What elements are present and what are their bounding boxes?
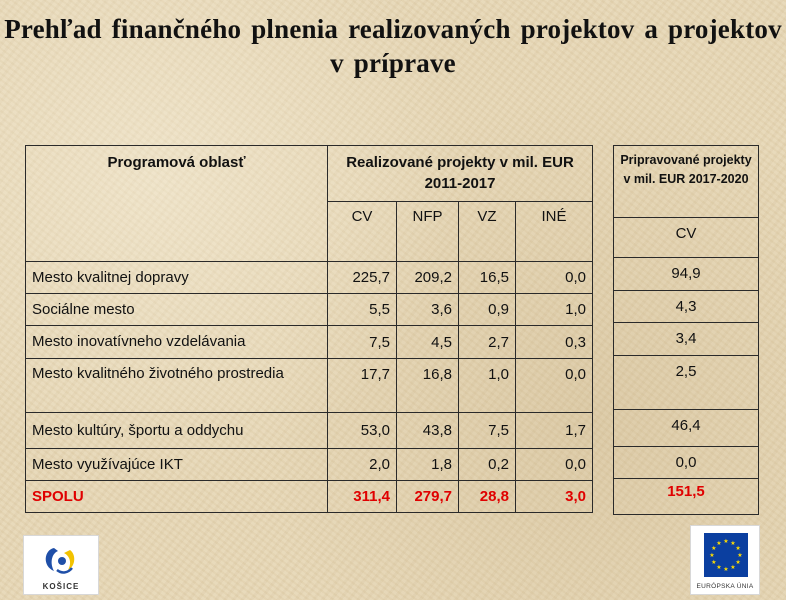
table-row: Mesto kvalitnej dopravy 225,7 209,2 16,5… bbox=[25, 261, 594, 294]
total-label: SPOLU bbox=[25, 480, 328, 513]
row-label: Mesto kvalitnej dopravy bbox=[25, 261, 328, 294]
row-label: Mesto inovatívneho vzdelávania bbox=[25, 325, 328, 359]
cell-vz: 16,5 bbox=[458, 261, 516, 294]
prep-cell-cv: 4,3 bbox=[613, 290, 759, 323]
prep-cell-cv: 94,9 bbox=[613, 257, 759, 291]
cell-ine: 0,0 bbox=[514, 358, 594, 413]
prep-cell-cv: 46,4 bbox=[613, 409, 759, 447]
prep-total: 151,5 bbox=[613, 478, 759, 515]
cell-cv: 17,7 bbox=[327, 358, 397, 413]
header-programme-area: Programová oblasť bbox=[25, 145, 328, 262]
eu-star-icon: ★ bbox=[709, 552, 714, 559]
cell-nfp: 43,8 bbox=[396, 412, 459, 449]
cell-nfp: 209,2 bbox=[396, 261, 459, 294]
kosice-emblem-icon bbox=[45, 548, 75, 574]
cell-cv: 7,5 bbox=[327, 325, 397, 359]
eu-star-icon: ★ bbox=[711, 559, 716, 566]
cell-ine: 1,0 bbox=[514, 293, 594, 326]
cell-vz: 7,5 bbox=[458, 412, 516, 449]
cell-nfp: 1,8 bbox=[396, 448, 459, 481]
cell-nfp: 3,6 bbox=[396, 293, 459, 326]
cell-cv: 5,5 bbox=[327, 293, 397, 326]
subheader-nfp: NFP bbox=[396, 201, 459, 262]
table-row: Mesto inovatívneho vzdelávania 7,5 4,5 2… bbox=[25, 325, 594, 359]
cell-ine: 0,0 bbox=[514, 261, 594, 294]
eu-star-icon: ★ bbox=[716, 564, 721, 571]
kosice-logo: KOŠICE bbox=[23, 535, 99, 595]
kosice-label: KOŠICE bbox=[42, 582, 80, 591]
eu-star-icon: ★ bbox=[716, 540, 721, 547]
table-row: Sociálne mesto 5,5 3,6 0,9 1,0 bbox=[25, 293, 594, 326]
row-label: Mesto kvalitného životného prostredia bbox=[25, 358, 328, 413]
eu-star-icon: ★ bbox=[711, 545, 716, 552]
cell-vz: 0,9 bbox=[458, 293, 516, 326]
total-row: SPOLU 311,4 279,7 28,8 3,0 bbox=[25, 480, 594, 513]
cell-vz: 2,7 bbox=[458, 325, 516, 359]
eu-star-icon: ★ bbox=[735, 545, 740, 552]
eu-flag-icon: ★ ★ ★ ★ ★ ★ ★ ★ ★ ★ ★ ★ bbox=[704, 533, 748, 577]
cell-ine: 1,7 bbox=[514, 412, 594, 449]
eu-star-icon: ★ bbox=[730, 564, 735, 571]
subheader-ine: INÉ bbox=[514, 201, 594, 262]
cell-vz: 1,0 bbox=[458, 358, 516, 413]
prep-cell-cv: 2,5 bbox=[613, 355, 759, 410]
cell-cv: 225,7 bbox=[327, 261, 397, 294]
table-row: Mesto kultúry, športu a oddychu 53,0 43,… bbox=[25, 412, 594, 449]
total-cv: 311,4 bbox=[327, 480, 397, 513]
total-nfp: 279,7 bbox=[396, 480, 459, 513]
eu-star-icon: ★ bbox=[723, 566, 728, 573]
cell-cv: 53,0 bbox=[327, 412, 397, 449]
subheader-cv: CV bbox=[327, 201, 397, 262]
prep-cell-cv: 3,4 bbox=[613, 322, 759, 356]
cell-ine: 0,0 bbox=[514, 448, 594, 481]
eu-star-icon: ★ bbox=[735, 559, 740, 566]
prep-cell-cv: 0,0 bbox=[613, 446, 759, 479]
total-vz: 28,8 bbox=[458, 480, 516, 513]
financial-overview-table: Programová oblasť Realizované projekty v… bbox=[25, 145, 594, 513]
cell-ine: 0,3 bbox=[514, 325, 594, 359]
cell-nfp: 4,5 bbox=[396, 325, 459, 359]
eu-label: EURÓPSKA ÚNIA bbox=[696, 583, 754, 590]
row-label: Mesto využívajúce IKT bbox=[25, 448, 328, 481]
row-label: Sociálne mesto bbox=[25, 293, 328, 326]
header-realized-projects: Realizované projekty v mil. EUR 2011-201… bbox=[326, 145, 594, 202]
subheader-vz: VZ bbox=[458, 201, 516, 262]
cell-cv: 2,0 bbox=[327, 448, 397, 481]
eu-star-icon: ★ bbox=[730, 540, 735, 547]
eu-star-icon: ★ bbox=[737, 552, 742, 559]
prep-header: Pripravované projekty v mil. EUR 2017-20… bbox=[613, 145, 759, 218]
table-row: Mesto kvalitného životného prostredia 17… bbox=[25, 358, 594, 413]
eu-star-icon: ★ bbox=[723, 538, 728, 545]
total-ine: 3,0 bbox=[514, 480, 594, 513]
cell-nfp: 16,8 bbox=[396, 358, 459, 413]
prep-subheader-cv: CV bbox=[613, 217, 759, 258]
row-label: Mesto kultúry, športu a oddychu bbox=[25, 412, 328, 449]
table-row: Mesto využívajúce IKT 2,0 1,8 0,2 0,0 bbox=[25, 448, 594, 481]
cell-vz: 0,2 bbox=[458, 448, 516, 481]
prepared-projects-table: Pripravované projekty v mil. EUR 2017-20… bbox=[613, 145, 759, 515]
eu-logo: ★ ★ ★ ★ ★ ★ ★ ★ ★ ★ ★ ★ EURÓPSKA ÚNIA bbox=[690, 525, 760, 595]
page-title: Prehľad finančného plnenia realizovaných… bbox=[4, 14, 782, 78]
